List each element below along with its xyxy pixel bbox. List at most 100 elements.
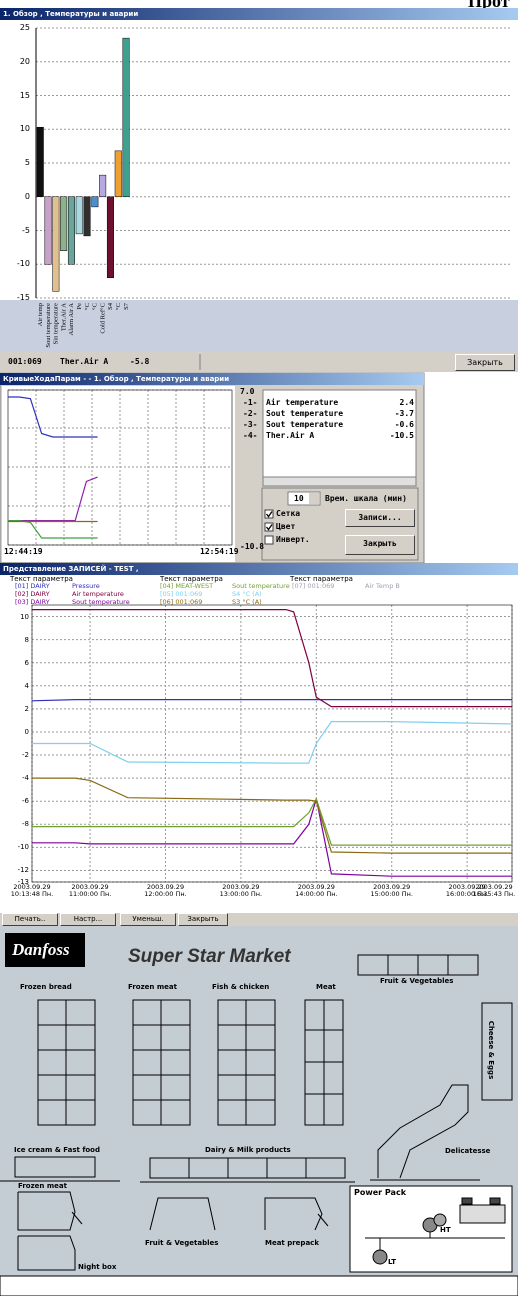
legend-marker: -3- [243, 420, 258, 429]
top-fragment: Прот [468, 0, 510, 11]
x-tick-label: 2003.09.29 11:00:00 Пн. [68, 883, 112, 898]
close-button[interactable]: Закрыть [455, 354, 515, 371]
bar [60, 196, 68, 251]
dropdown-arrow[interactable] [309, 493, 319, 504]
y-tick-label: 0 [24, 191, 30, 201]
legend-value: 2.4 [399, 398, 414, 407]
control-box [261, 487, 419, 561]
legend-name: Sout temperature [232, 582, 290, 590]
label-area [0, 300, 518, 352]
check-label: Инверт. [276, 535, 310, 544]
legend-name: Air Temp B [365, 582, 400, 590]
legend-source: [05] 001:069 [160, 590, 203, 598]
records-button[interactable]: Записи... [345, 509, 415, 527]
x-tick-label: 2003.09.29 13:00:00 Пн. [219, 883, 263, 898]
toolbar-button[interactable]: Настр... [60, 913, 116, 926]
y-tick-label: -10 [17, 843, 29, 852]
checkbox[interactable] [264, 535, 274, 545]
legend-value: -3.7 [394, 409, 414, 418]
x-tick-label: S7 [123, 302, 130, 310]
y-tick-label: 25 [19, 23, 30, 32]
x-tick-label: 12:54:19 [200, 547, 239, 556]
scale-value[interactable]: 10 [294, 494, 304, 503]
section-label: Fruit & Vegetables [380, 977, 454, 985]
y-tick-label: -15 [16, 293, 30, 302]
x-tick-label: 2003.09.29 10:13:48 Пн. [10, 883, 54, 898]
section-label: Frozen meat [128, 983, 177, 991]
y-tick-label: 7.0 [240, 387, 255, 396]
legend-value: -0.6 [394, 420, 414, 429]
y-tick-label: 6 [24, 658, 29, 667]
close-button[interactable]: Закрыть [345, 535, 415, 555]
bar [75, 196, 83, 235]
series-line [8, 396, 98, 438]
series-line [32, 798, 512, 877]
x-tick-label: Sout temperature [45, 303, 52, 348]
legend-name: Air temperature [266, 398, 339, 407]
legend-name: Sout temperature [266, 420, 344, 429]
bar [83, 196, 91, 237]
section-label: Night box [78, 1263, 117, 1271]
x-tick-label: Air temp [37, 303, 44, 326]
section-label: Dairy & Milk products [205, 1146, 291, 1154]
section-label: Frozen meat [18, 1182, 67, 1190]
window1-title: 1. Обзор , Температуры и аварии [0, 8, 518, 20]
legend-name: Sout temperature [72, 598, 130, 606]
y-tick-label: 20 [19, 56, 30, 66]
toolbar-button[interactable]: Уменьш. [120, 913, 176, 926]
section-label: Cheese & Eggs [487, 1020, 496, 1080]
bar [36, 126, 44, 197]
toolbar-button[interactable]: Печать.. [2, 913, 58, 926]
checkbox[interactable] [264, 509, 274, 519]
series-line [32, 777, 512, 854]
x-tick-label: 2003.09.29 16:35:43 Пн. [472, 883, 516, 898]
x-tick-label: S4 [107, 302, 114, 310]
section-label: Fruit & Vegetables [145, 1239, 219, 1247]
legend-source: [04] MEAT-WEST [160, 582, 214, 590]
y-tick-label: -10.8 [240, 542, 265, 551]
y-tick-label: -13 [17, 878, 29, 886]
legend-name: Air temperature [72, 590, 124, 598]
legend-value: -10.5 [389, 431, 414, 440]
logo: Danfoss [12, 940, 70, 959]
bar [52, 196, 60, 292]
bar [99, 174, 107, 197]
status-bar [0, 352, 518, 372]
section-label: Meat prepack [265, 1239, 319, 1247]
logo-bg [5, 933, 85, 967]
y-tick-label: -12 [17, 866, 29, 875]
scale-label: Врем. шкала (мин) [325, 494, 407, 503]
y-tick-label: -10 [16, 259, 30, 269]
toolbar-button[interactable]: Закрыть [178, 913, 228, 926]
status-name: Ther.Air A [60, 357, 109, 366]
bar [106, 196, 114, 278]
section-label: Ice cream & Fast food [14, 1146, 101, 1154]
plot-frame [7, 389, 233, 546]
legend-source: [01] DAIRY [15, 582, 50, 590]
column-header: Текст параметра [10, 575, 73, 583]
legend-source: [03] DAIRY [15, 598, 50, 606]
legend-source: [07] 001:069 [292, 582, 335, 590]
y-tick-label: 2 [24, 704, 29, 713]
legend-name: Pressure [72, 582, 100, 590]
column-header: Текст параметра [160, 575, 223, 583]
series-line [32, 609, 512, 708]
section-label: Meat [316, 983, 336, 991]
y-tick-label: -5 [22, 225, 30, 235]
x-tick-label: 2003.09.29 12:00:00 Пн. [144, 883, 187, 898]
fixtures [0, 954, 513, 1271]
power-pack-drawing [365, 1197, 506, 1265]
x-tick-label: 12:44:19 [4, 547, 43, 556]
y-tick-label: -2 [22, 751, 29, 760]
legend-marker: -2- [243, 409, 258, 418]
legend-name: Sout temperature [266, 409, 344, 418]
bar [67, 196, 75, 265]
bar [44, 196, 52, 265]
bar [122, 37, 130, 197]
checkbox[interactable] [264, 522, 274, 532]
y-tick-label: 8 [24, 635, 29, 644]
x-tick-label: Sin temperature [53, 303, 60, 344]
power-pack-title: Power Pack [354, 1188, 407, 1197]
